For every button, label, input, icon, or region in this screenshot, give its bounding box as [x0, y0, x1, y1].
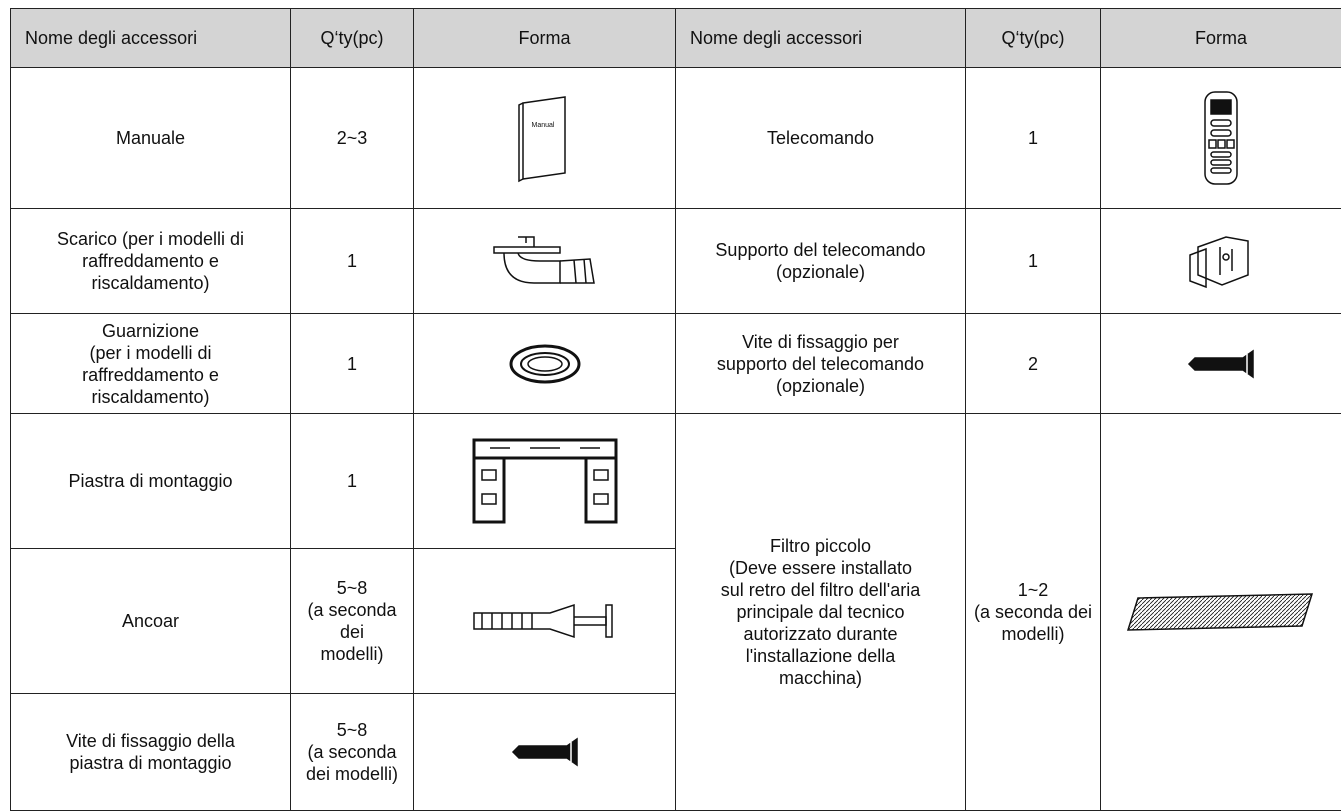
- drain-icon: [490, 231, 600, 291]
- header-row: Nome degli accessori Q‘ty(pc) Forma Nome…: [11, 9, 1341, 68]
- filter-icon: [1126, 592, 1316, 632]
- item-qty: 1: [291, 209, 414, 314]
- accessories-table: Nome degli accessori Q‘ty(pc) Forma Nome…: [10, 8, 1341, 811]
- screw-icon: [505, 737, 585, 767]
- manual-icon: Manual: [515, 93, 575, 183]
- item-name: Ancoar: [11, 549, 291, 694]
- item-qty: 1: [966, 209, 1101, 314]
- item-shape: [1101, 68, 1341, 209]
- mounting-plate-icon: [470, 436, 620, 526]
- item-shape: [1101, 414, 1341, 811]
- item-shape: [414, 694, 676, 811]
- item-qty: 2~3: [291, 68, 414, 209]
- anchor-icon: [470, 601, 620, 641]
- item-shape: [1101, 209, 1341, 314]
- item-name: Piastra di montaggio: [11, 414, 291, 549]
- item-name: Guarnizione (per i modelli di raffreddam…: [11, 314, 291, 414]
- page: Nome degli accessori Q‘ty(pc) Forma Nome…: [0, 0, 1341, 752]
- header-cell: Nome degli accessori: [11, 9, 291, 68]
- item-qty: 2: [966, 314, 1101, 414]
- item-shape: Manual: [414, 68, 676, 209]
- item-qty: 1: [966, 68, 1101, 209]
- item-qty: 5~8 (a seconda dei modelli): [291, 549, 414, 694]
- header-cell: Forma: [414, 9, 676, 68]
- row: Scarico (per i modelli di raffreddamento…: [11, 209, 1341, 314]
- item-name: Supporto del telecomando (opzionale): [676, 209, 966, 314]
- remote-icon: [1201, 90, 1241, 186]
- item-name: Vite di fissaggio della piastra di monta…: [11, 694, 291, 811]
- item-qty: 1: [291, 314, 414, 414]
- row: Manuale 2~3 Manual Telecomando 1: [11, 68, 1341, 209]
- item-name: Telecomando: [676, 68, 966, 209]
- item-qty: 5~8 (a seconda dei modelli): [291, 694, 414, 811]
- screw-icon: [1181, 349, 1261, 379]
- item-shape: [414, 314, 676, 414]
- item-shape: [414, 549, 676, 694]
- item-name: Vite di fissaggio per supporto del telec…: [676, 314, 966, 414]
- manual-label: Manual: [531, 122, 554, 129]
- holder-icon: [1186, 231, 1256, 291]
- item-name: Scarico (per i modelli di raffreddamento…: [11, 209, 291, 314]
- item-name: Manuale: [11, 68, 291, 209]
- gasket-icon: [505, 339, 585, 389]
- item-qty: 1~2 (a seconda dei modelli): [966, 414, 1101, 811]
- item-shape: [414, 414, 676, 549]
- item-shape: [414, 209, 676, 314]
- item-shape: [1101, 314, 1341, 414]
- header-cell: Forma: [1101, 9, 1341, 68]
- item-qty: 1: [291, 414, 414, 549]
- item-name: Filtro piccolo (Deve essere installato s…: [676, 414, 966, 811]
- header-cell: Q‘ty(pc): [966, 9, 1101, 68]
- header-cell: Nome degli accessori: [676, 9, 966, 68]
- header-cell: Q‘ty(pc): [291, 9, 414, 68]
- row: Piastra di montaggio 1 Filtro piccolo (D…: [11, 414, 1341, 549]
- row: Guarnizione (per i modelli di raffreddam…: [11, 314, 1341, 414]
